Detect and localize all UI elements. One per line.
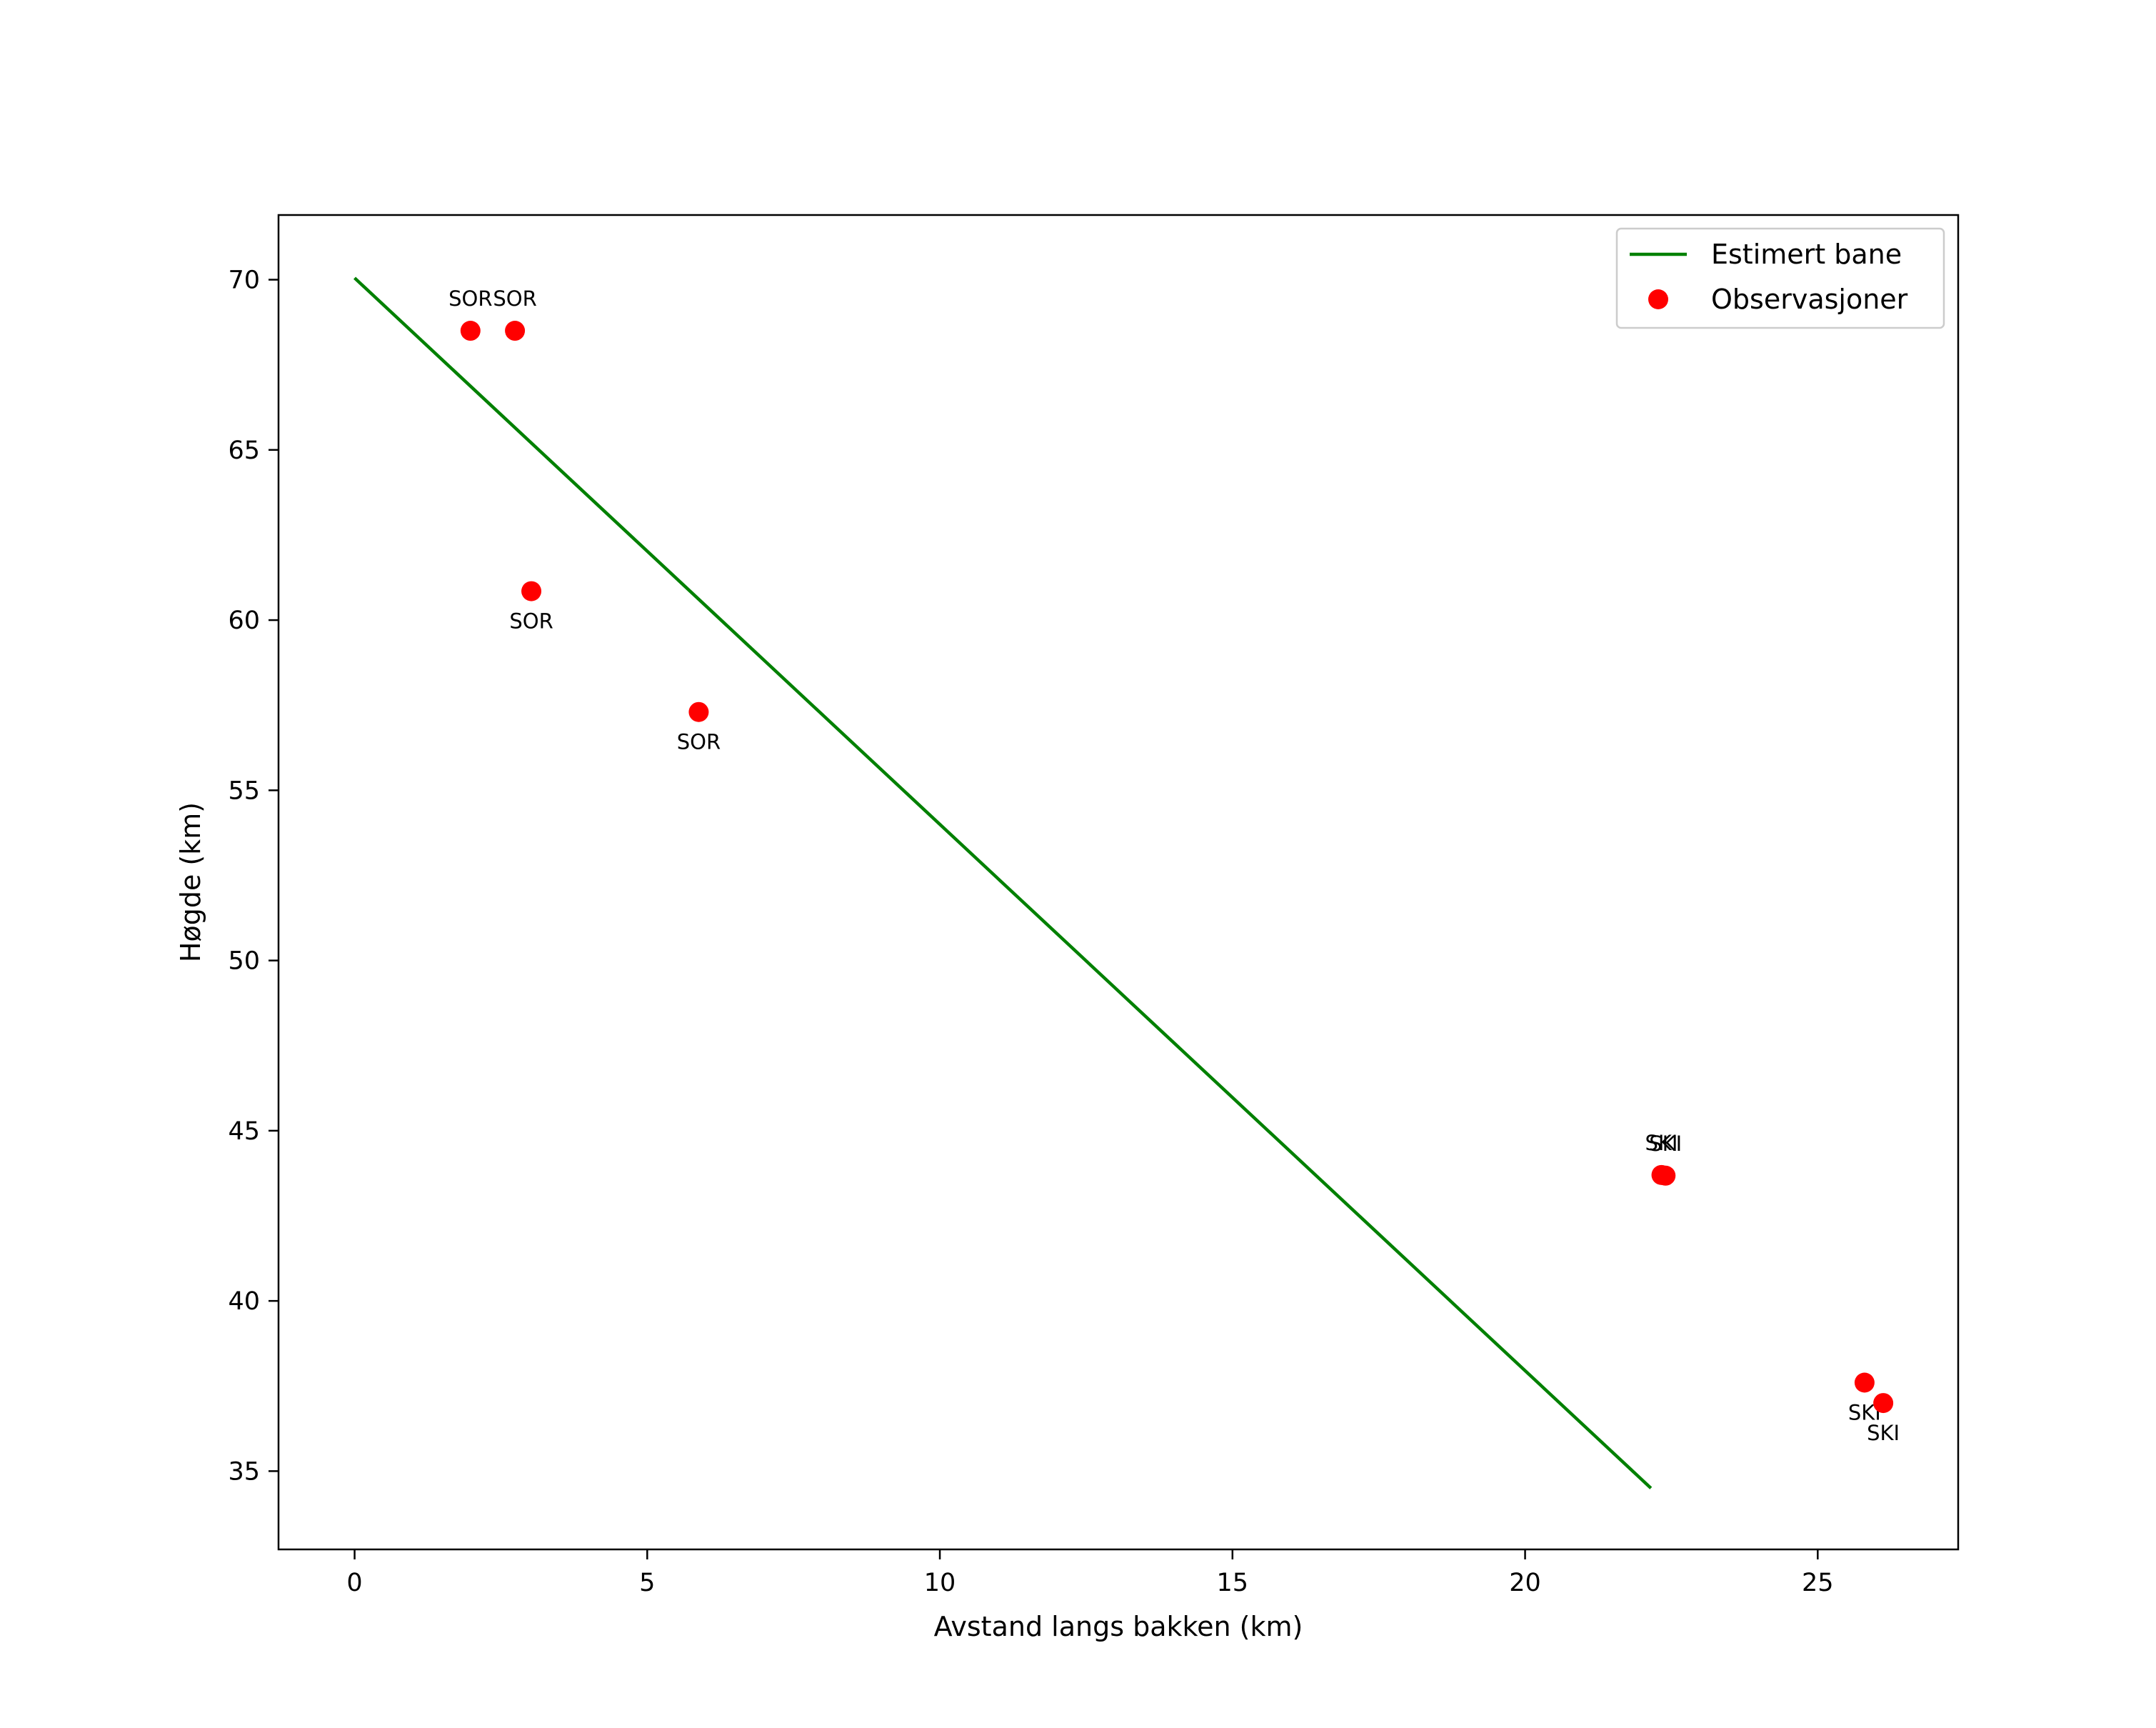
legend: Estimert bane Observasjoner — [1615, 227, 1945, 329]
observation-point — [505, 321, 526, 341]
observation-point — [688, 701, 709, 722]
y-tick-label: 35 — [228, 1457, 260, 1486]
observation-label: SOR — [448, 286, 492, 311]
observation-label: SKI — [1649, 1132, 1682, 1156]
observation-point — [1854, 1372, 1875, 1393]
y-tick-label: 45 — [228, 1117, 260, 1146]
observation-point — [1873, 1393, 1894, 1414]
observation-point — [460, 321, 481, 341]
y-axis-ticks: 35 40 45 50 55 60 65 70 — [228, 266, 279, 1486]
y-tick-label: 50 — [228, 947, 260, 976]
x-tick-label: 25 — [1802, 1569, 1834, 1597]
estimated-trajectory-line — [354, 276, 1653, 1489]
plot-frame — [277, 214, 1960, 1551]
y-axis-label: Høgde (km) — [175, 802, 206, 962]
x-tick-label: 0 — [346, 1569, 362, 1597]
y-tick-label: 70 — [228, 266, 260, 295]
y-tick-label: 65 — [228, 436, 260, 465]
observation-label: SOR — [509, 609, 553, 634]
observation-label: SOR — [493, 286, 536, 311]
x-tick-label: 20 — [1509, 1569, 1541, 1597]
legend-point-swatch — [1648, 289, 1668, 309]
legend-label-line: Estimert bane — [1711, 239, 1902, 270]
x-axis-ticks: 0 5 10 15 20 25 — [346, 1549, 1834, 1597]
y-tick-label: 55 — [228, 776, 260, 805]
legend-box — [1615, 227, 1945, 329]
x-tick-label: 15 — [1217, 1569, 1249, 1597]
observation-label: SKI — [1645, 1131, 1678, 1155]
observation-label: SKI — [1867, 1421, 1900, 1445]
observation-point — [1655, 1165, 1676, 1186]
observation-label: SOR — [677, 730, 721, 754]
legend-label-points: Observasjoner — [1711, 284, 1908, 315]
y-tick-label: 60 — [228, 606, 260, 635]
x-tick-label: 5 — [639, 1569, 655, 1597]
x-tick-label: 10 — [924, 1569, 956, 1597]
y-tick-label: 40 — [228, 1287, 260, 1316]
observation-point — [521, 581, 542, 601]
x-axis-label: Avstand langs bakken (km) — [934, 1611, 1303, 1642]
